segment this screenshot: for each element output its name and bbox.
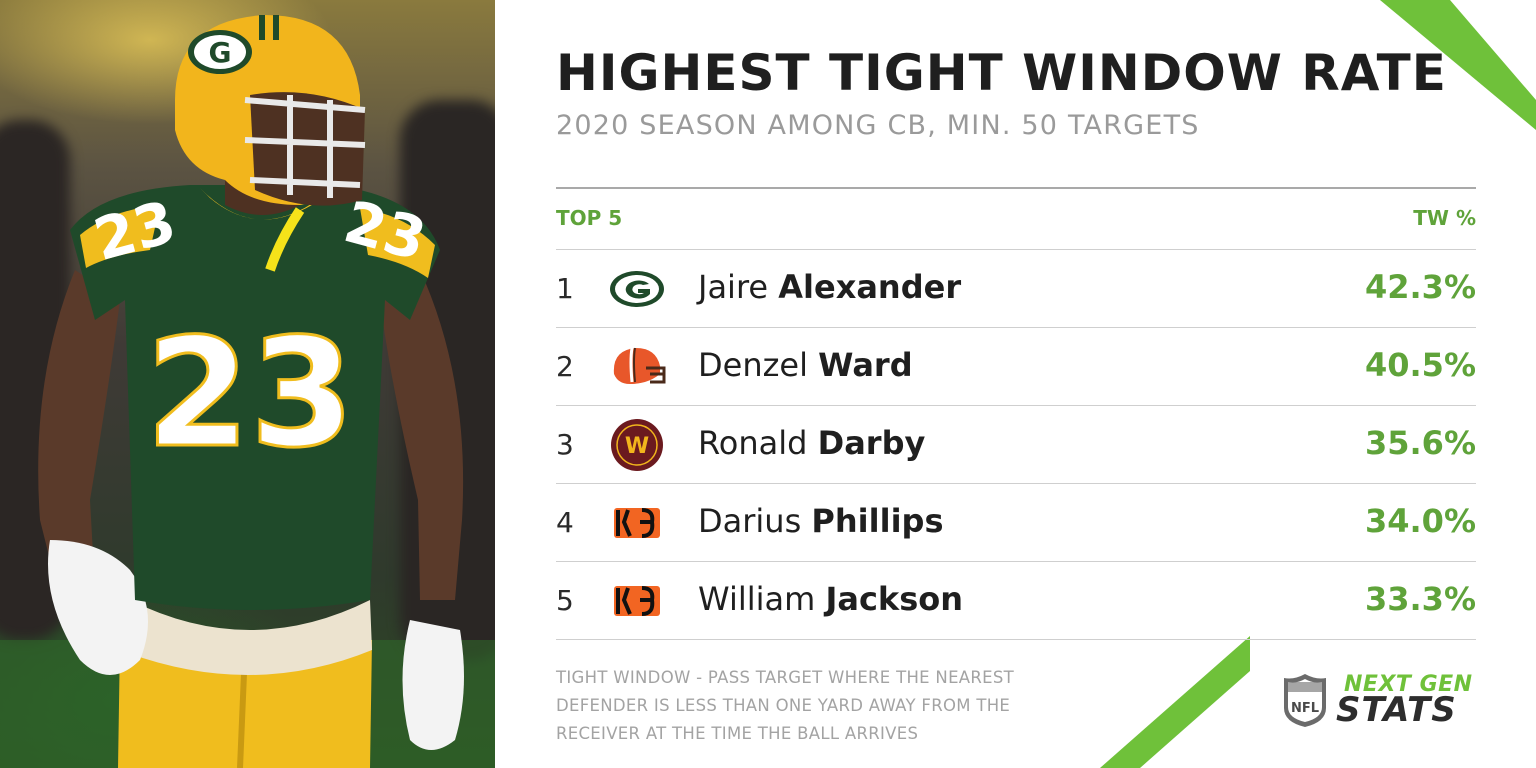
rank: 1 — [556, 272, 574, 305]
player-name: William Jackson — [698, 580, 963, 618]
tw-percentage: 42.3% — [1364, 268, 1476, 306]
page-subtitle: 2020 SEASON AMONG CB, MIN. 50 TARGETS — [556, 110, 1200, 141]
table-row: 2 Denzel Ward 40.5% — [556, 328, 1476, 406]
player-name: Ronald Darby — [698, 424, 925, 462]
browns-helmet-icon — [613, 347, 666, 384]
player-last-name: Ward — [818, 346, 913, 384]
nfl-shield-icon: NFL — [1284, 674, 1326, 727]
page-title: HIGHEST TIGHT WINDOW RATE — [556, 44, 1447, 102]
divider — [556, 187, 1476, 189]
player-name: Denzel Ward — [698, 346, 913, 384]
player-first-name: Darius — [698, 502, 802, 540]
player-photo: 23 23 23 G — [0, 0, 495, 768]
table-row: 3 W Ronald Darby 35.6% — [556, 406, 1476, 484]
table-row: 1 Jaire Alexander 42.3% — [556, 250, 1476, 328]
rank: 4 — [556, 506, 574, 539]
rank: 2 — [556, 350, 574, 383]
table-row: 4 Darius Phillips 34.0% — [556, 484, 1476, 562]
svg-text:G: G — [209, 36, 232, 69]
jersey-number: 23 — [146, 307, 355, 481]
tw-percentage: 34.0% — [1364, 502, 1476, 540]
stats-label: STATS — [1336, 690, 1457, 730]
nfl-shield-text: NFL — [1291, 701, 1319, 716]
divider — [556, 249, 1476, 250]
column-header-tw: TW % — [1413, 206, 1476, 230]
footnote-definition: TIGHT WINDOW - PASS TARGET WHERE THE NEA… — [556, 668, 1015, 743]
rank: 5 — [556, 584, 574, 617]
player-last-name: Alexander — [778, 268, 962, 306]
content-panel: HIGHEST TIGHT WINDOW RATE 2020 SEASON AM… — [556, 0, 1476, 768]
bengals-logo-icon — [614, 586, 660, 616]
ranking-table: 1 Jaire Alexander 42.3% 2 Denzel Ward 40… — [556, 250, 1476, 640]
player-last-name: Darby — [817, 424, 926, 462]
player-name: Darius Phillips — [698, 502, 943, 540]
tw-percentage: 40.5% — [1364, 346, 1476, 384]
tw-percentage: 33.3% — [1364, 580, 1476, 618]
next-gen-stats-logo: NFL NEXT GEN STATS — [1282, 672, 1482, 732]
player-first-name: William — [698, 580, 816, 618]
svg-text:W: W — [625, 434, 649, 459]
player-first-name: Denzel — [698, 346, 808, 384]
player-illustration: 23 23 23 G — [0, 15, 495, 768]
table-header: TOP 5 TW % — [556, 206, 1476, 232]
player-last-name: Jackson — [825, 580, 964, 618]
bengals-logo-icon — [614, 508, 660, 538]
tw-percentage: 35.6% — [1364, 424, 1476, 462]
table-row: 5 William Jackson 33.3% — [556, 562, 1476, 640]
player-last-name: Phillips — [811, 502, 944, 540]
rank: 3 — [556, 428, 574, 461]
packers-logo-icon — [610, 271, 664, 307]
next-gen-label: NEXT GEN — [1344, 672, 1473, 697]
player-first-name: Jaire — [698, 268, 769, 306]
player-name: Jaire Alexander — [698, 268, 961, 306]
column-header-rank: TOP 5 — [556, 206, 623, 230]
washington-logo-icon: W — [611, 419, 663, 471]
player-first-name: Ronald — [698, 424, 808, 462]
